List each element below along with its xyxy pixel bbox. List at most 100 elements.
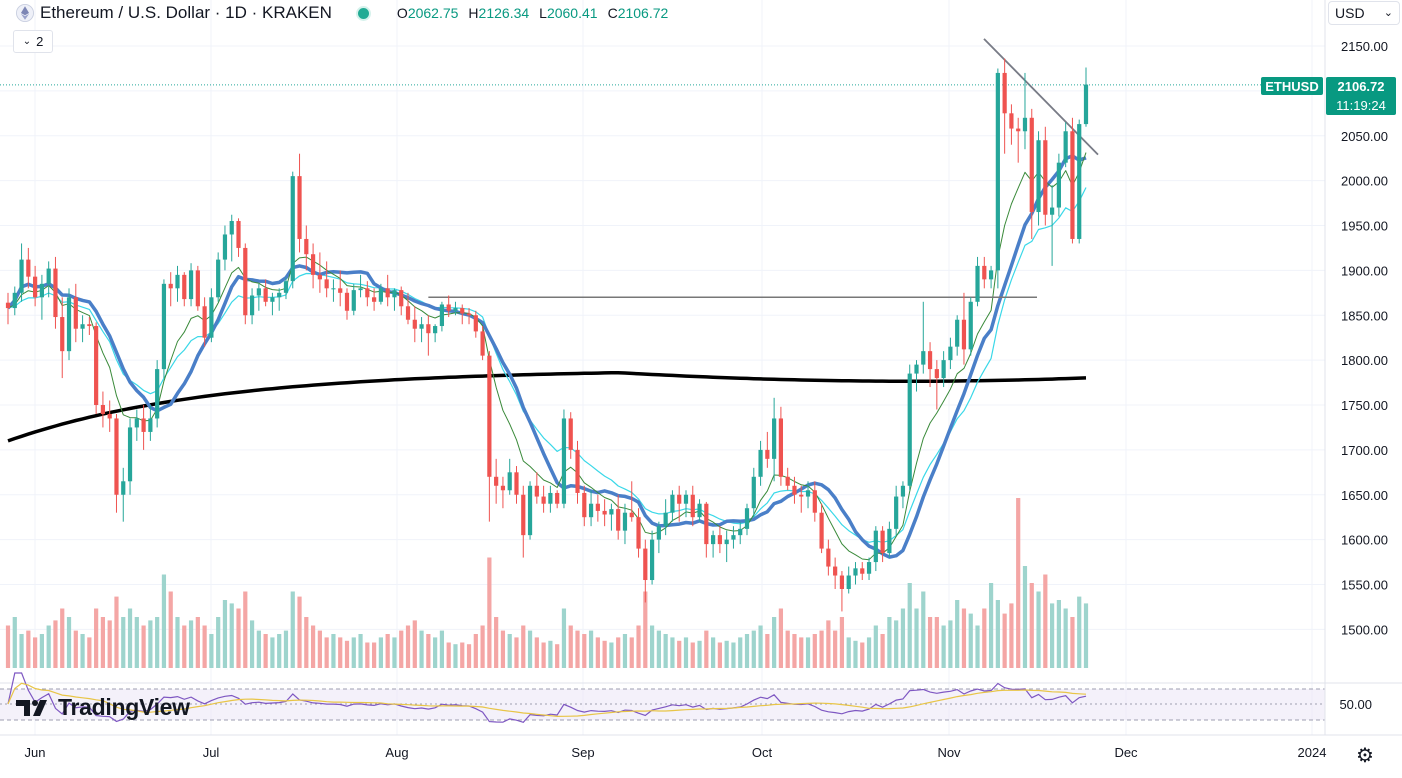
candle-body	[399, 290, 404, 307]
volume-bar	[277, 634, 282, 668]
settings-icon[interactable]: ⚙	[1356, 745, 1374, 767]
candle-body	[995, 72, 1000, 271]
candle-body	[1016, 128, 1021, 132]
ohlc-low: L2060.41	[539, 5, 598, 21]
candle-body	[738, 528, 743, 536]
candle-body	[121, 481, 126, 495]
volume-bar	[487, 557, 492, 668]
volume-bar	[548, 640, 553, 668]
candle-body	[127, 427, 133, 482]
candle-body	[819, 512, 824, 549]
volume-bar	[460, 642, 465, 668]
candle-body	[866, 562, 872, 574]
volume-bar	[263, 634, 268, 668]
candle-body	[988, 270, 994, 280]
candle-body	[66, 297, 72, 352]
candle-body	[53, 268, 58, 318]
candle-body	[46, 268, 51, 284]
volume-bar	[1002, 613, 1007, 668]
candle-body	[277, 292, 282, 298]
candle-body	[256, 288, 261, 296]
candle-body	[805, 490, 811, 497]
candle-body	[1049, 207, 1055, 215]
candle-body	[527, 485, 533, 536]
time-axis: Jun Jul Aug Sep Oct Nov Dec 2024	[0, 734, 1402, 760]
currency-selector[interactable]: USD ⌄	[1328, 1, 1400, 25]
volume-bar	[46, 625, 51, 668]
price-tick-label: 1950.00	[1341, 219, 1388, 234]
candle-body	[310, 254, 316, 275]
candle-body	[100, 405, 106, 414]
candle-body	[1077, 124, 1082, 239]
candle-body	[473, 315, 478, 332]
candle-body	[1029, 117, 1034, 213]
volume-bar	[507, 634, 512, 668]
candle-body	[616, 509, 621, 531]
volume-bar	[229, 603, 234, 668]
candle-body	[12, 292, 17, 309]
volume-bar	[256, 630, 261, 668]
volume-bar	[880, 634, 885, 668]
candle-body	[405, 306, 411, 320]
candle-body	[1083, 84, 1089, 125]
rsi-pane	[0, 672, 1402, 723]
candle-body	[134, 418, 139, 428]
candle-body	[649, 539, 655, 581]
volume-bar	[480, 625, 485, 668]
candle-body	[968, 301, 973, 350]
candle-body	[202, 306, 207, 338]
candle-body	[711, 535, 716, 545]
volume-bar	[561, 608, 567, 668]
volume-bar	[521, 625, 526, 668]
candle-body	[622, 512, 628, 531]
time-tick-label: 2024	[1298, 745, 1327, 760]
volume-bar	[582, 634, 587, 668]
candle-body	[426, 324, 431, 334]
candle-body	[961, 319, 967, 350]
candle-body	[324, 279, 329, 289]
candle-body	[792, 485, 797, 495]
volume-bar	[534, 637, 539, 668]
candle-body	[609, 509, 614, 515]
tradingview-logo[interactable]: TradingView	[16, 694, 190, 721]
price-tick-label: 1750.00	[1341, 398, 1388, 413]
candle-body	[812, 490, 817, 513]
volume-bar	[385, 634, 390, 668]
candle-body	[39, 283, 45, 298]
candle-body	[724, 539, 729, 545]
candle-body	[141, 418, 146, 432]
candle-body	[80, 324, 85, 329]
volume-bar	[636, 625, 641, 668]
volume-bar	[941, 625, 946, 668]
candle-body	[568, 418, 573, 450]
candle-body	[216, 259, 221, 298]
volume-bar	[887, 617, 892, 668]
candle-body	[636, 517, 641, 549]
time-tick-label: Aug	[385, 745, 408, 760]
ohlc-open: O2062.75	[396, 5, 459, 21]
volume-bar	[236, 608, 241, 668]
candle-body	[466, 313, 472, 316]
volume-bar	[805, 637, 811, 668]
legend-toggle-button[interactable]: ⌄ 2	[13, 30, 53, 53]
candle-body	[534, 485, 539, 497]
volume-bar	[1022, 566, 1028, 668]
volume-bar	[853, 640, 858, 668]
volume-bar	[900, 608, 906, 668]
volume-bar	[514, 637, 519, 668]
volume-bar	[758, 625, 763, 668]
volume-bar	[622, 634, 628, 668]
candle-body	[670, 494, 675, 513]
volume-bar	[121, 617, 126, 668]
candle-body	[948, 346, 953, 361]
ma-green	[7, 152, 1087, 561]
symbol-title[interactable]: Ethereum / U.S. Dollar · 1D · KRAKEN	[40, 3, 332, 22]
candle-body	[595, 503, 600, 511]
candle-body	[1009, 113, 1014, 129]
chart-header: Ethereum / U.S. Dollar · 1D · KRAKEN O20…	[0, 0, 678, 26]
candle-body	[717, 535, 722, 545]
volume-bar	[148, 620, 153, 668]
candle-body	[643, 548, 648, 581]
rsi-tick-label: 50.00	[1339, 697, 1372, 712]
